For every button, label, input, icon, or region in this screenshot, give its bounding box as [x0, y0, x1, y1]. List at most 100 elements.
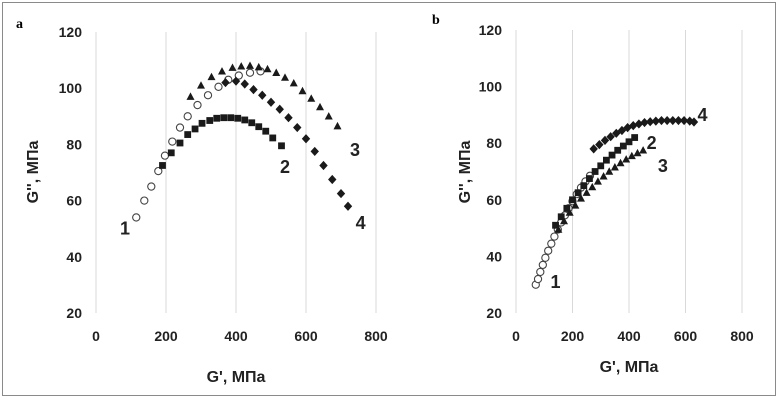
data-point-diamond — [645, 117, 655, 127]
data-point-square — [597, 162, 605, 170]
data-point-square — [586, 175, 593, 182]
data-point-triangle — [588, 182, 597, 191]
data-point-circle — [193, 100, 202, 110]
series-label-4: 4 — [697, 105, 707, 125]
y-tick-label: 60 — [486, 192, 502, 208]
data-point-triangle — [571, 201, 580, 209]
data-point-triangle — [582, 188, 591, 196]
data-point-circle — [538, 260, 547, 270]
data-point-square — [614, 146, 622, 154]
series-label-2: 2 — [647, 133, 657, 153]
data-point-square — [552, 221, 559, 229]
y-tick-label: 120 — [479, 22, 503, 38]
data-point-triangle — [307, 94, 316, 102]
data-point-square — [603, 156, 610, 164]
data-point-diamond — [336, 188, 346, 199]
data-point-square — [220, 114, 228, 122]
chart-panel-a: a 0 200 400 600 800 20 40 60 80 100 120 G', МПа G'', … — [16, 17, 388, 386]
data-point-diamond — [612, 128, 621, 138]
y-tick-label: 20 — [486, 305, 502, 321]
data-point-square — [619, 142, 627, 150]
data-point-square — [176, 139, 184, 147]
data-point-triangle — [554, 225, 563, 233]
data-point-square — [574, 189, 582, 197]
y-axis-title: G'', МПа — [25, 141, 42, 204]
y-tick-label: 40 — [486, 248, 502, 264]
data-point-diamond — [674, 115, 683, 126]
data-point-triangle — [218, 67, 226, 75]
data-point-diamond — [689, 117, 699, 127]
data-point-diamond — [640, 117, 649, 128]
x-tick-label: 400 — [224, 328, 248, 344]
data-point-circle — [132, 213, 141, 222]
data-point-square — [557, 213, 565, 221]
x-tick-label: 0 — [512, 328, 520, 344]
data-point-square — [631, 134, 639, 141]
data-point-triangle — [616, 158, 625, 167]
data-point-triangle — [610, 163, 619, 171]
x-tick-label: 200 — [561, 328, 585, 344]
data-point-circle — [183, 112, 192, 121]
data-point-diamond — [657, 115, 666, 126]
data-point-diamond — [258, 90, 267, 100]
figure-frame — [2, 2, 776, 396]
data-point-triangle — [633, 148, 642, 157]
data-point-circle — [245, 68, 255, 77]
data-point-diamond — [629, 121, 638, 131]
data-point-diamond — [275, 104, 284, 114]
data-point-square — [191, 125, 199, 133]
series-1 — [132, 67, 265, 222]
data-point-diamond — [600, 135, 610, 145]
data-point-square — [563, 204, 571, 212]
data-point-diamond — [240, 79, 249, 89]
data-point-diamond — [310, 146, 319, 157]
series-label-3: 3 — [658, 156, 668, 176]
data-point-diamond — [231, 76, 241, 86]
series-label-1: 1 — [551, 272, 561, 292]
data-point-square — [262, 127, 270, 135]
data-point-triangle — [599, 172, 608, 180]
x-tick-label: 600 — [294, 328, 318, 344]
data-point-diamond — [685, 116, 694, 126]
data-point-square — [608, 151, 616, 159]
x-tick-label: 800 — [730, 328, 754, 344]
data-point-diamond — [668, 115, 677, 126]
data-point-triangle — [324, 112, 333, 120]
data-point-square — [167, 149, 175, 157]
panel-letter: b — [432, 13, 440, 28]
series-label-3: 3 — [350, 140, 360, 160]
data-point-diamond — [319, 160, 328, 171]
series-2 — [159, 114, 285, 169]
data-point-square — [580, 182, 588, 190]
data-point-square — [198, 119, 206, 127]
panel-letter: a — [16, 17, 23, 32]
data-point-square — [159, 162, 166, 169]
data-point-diamond — [662, 115, 672, 126]
data-point-triangle — [593, 177, 602, 185]
data-point-diamond — [301, 134, 311, 144]
data-point-triangle — [197, 81, 205, 89]
data-point-triangle — [627, 151, 636, 160]
data-point-circle — [168, 137, 177, 146]
data-point-circle — [214, 82, 223, 91]
data-point-diamond — [284, 113, 293, 123]
data-point-circle — [536, 267, 545, 277]
series-label-2: 2 — [280, 157, 290, 177]
x-axis-title: G', МПа — [207, 369, 266, 386]
x-tick-label: 600 — [674, 328, 698, 344]
data-point-diamond — [595, 140, 604, 150]
data-point-square — [241, 116, 249, 124]
data-point-circle — [147, 182, 156, 191]
y-tick-label: 100 — [59, 80, 83, 96]
data-point-diamond — [221, 77, 230, 88]
series-4 — [221, 76, 353, 211]
data-point-triangle — [560, 216, 569, 225]
data-point-triangle — [605, 167, 614, 175]
data-point-circle — [541, 253, 550, 262]
series-2 — [552, 134, 639, 229]
data-point-square — [227, 114, 235, 122]
data-point-circle — [154, 166, 163, 176]
data-point-circle — [175, 123, 185, 132]
data-point-triangle — [254, 62, 263, 71]
data-point-diamond — [249, 85, 258, 95]
